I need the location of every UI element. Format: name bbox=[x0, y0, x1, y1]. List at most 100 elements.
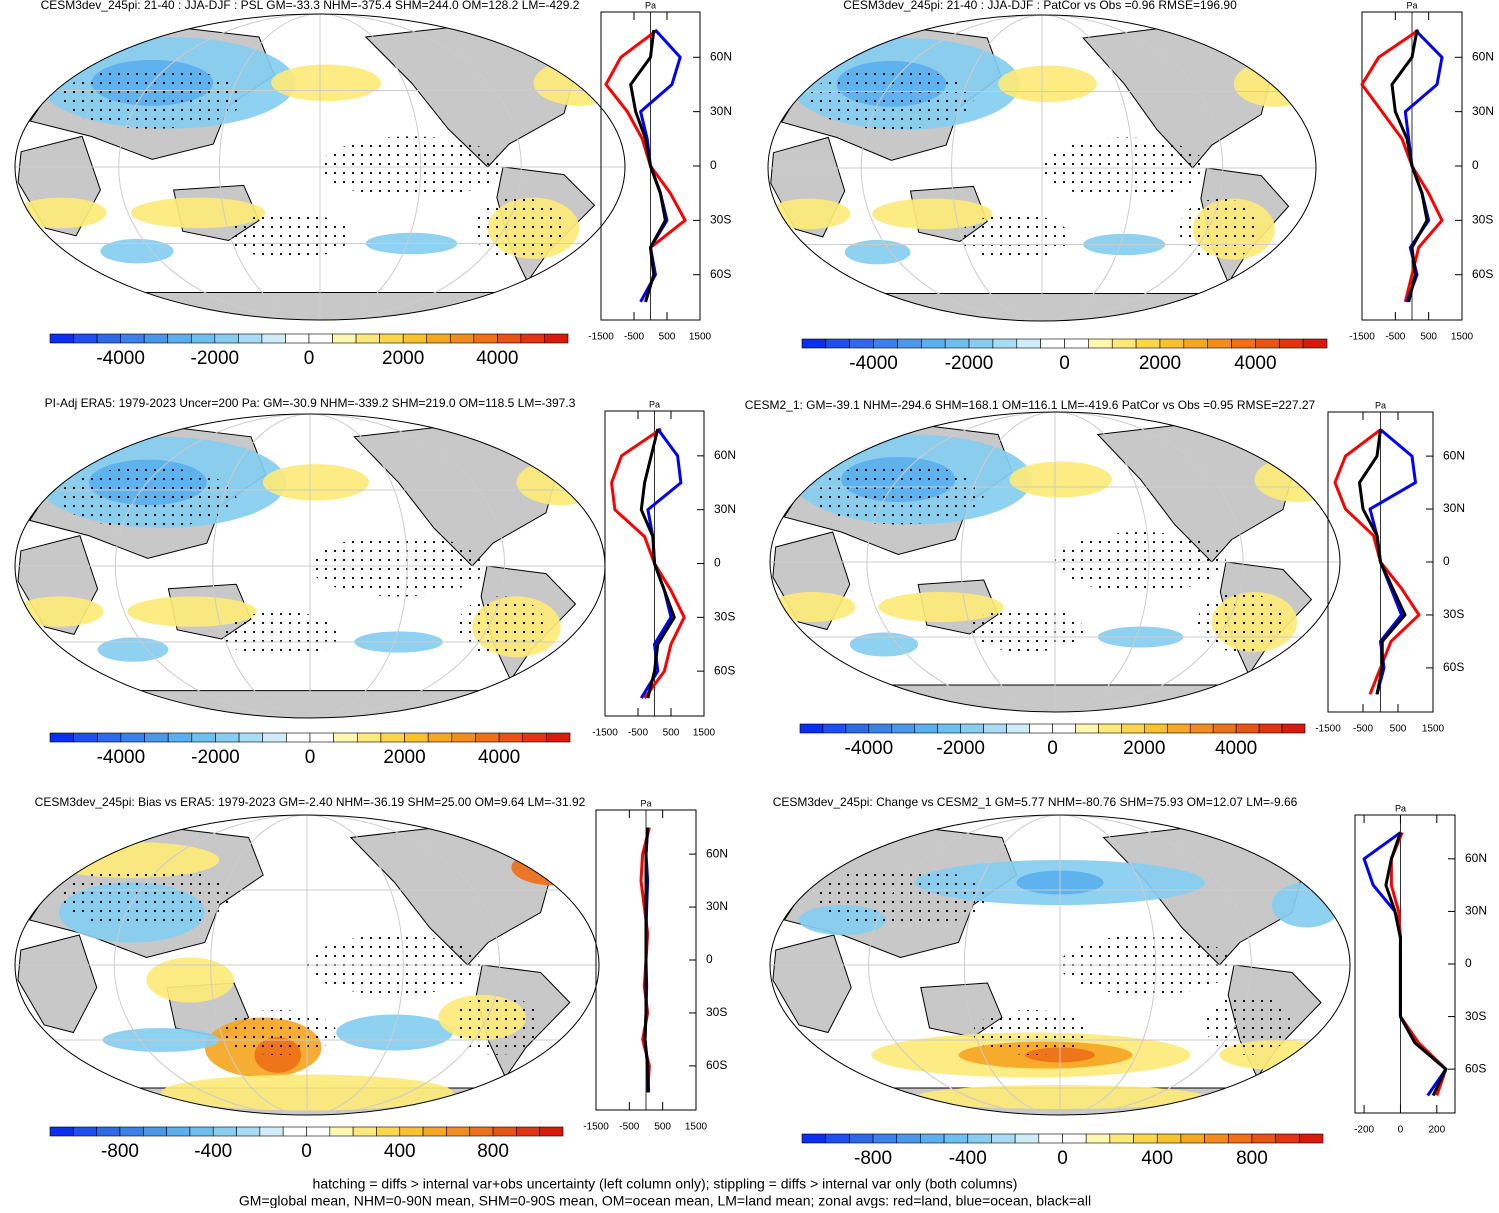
x-tick-label: -1500 bbox=[592, 728, 618, 739]
anomaly bbox=[511, 849, 599, 886]
colorbar-box bbox=[1166, 723, 1191, 734]
colorbar-box bbox=[544, 333, 569, 344]
lat-tick-label: 30S bbox=[1443, 607, 1464, 621]
colorbar-box bbox=[427, 732, 453, 743]
colorbar-tick-label: -4000 bbox=[849, 353, 898, 374]
panel-title: PI-Adj ERA5: 1979-2023 Uncer=200 Pa: GM=… bbox=[45, 396, 576, 410]
colorbar-box bbox=[1299, 1133, 1324, 1144]
colorbar-tick-label: -4000 bbox=[845, 738, 894, 759]
lat-tick-label: 60N bbox=[706, 846, 728, 860]
colorbar-box bbox=[1029, 723, 1053, 734]
colorbar-box bbox=[801, 1133, 826, 1144]
colorbar-box bbox=[1016, 338, 1041, 349]
unit-label: Pa bbox=[1375, 400, 1386, 410]
unit-label: Pa bbox=[1395, 803, 1406, 813]
x-tick-label: 500 bbox=[663, 728, 680, 739]
zonal-mean-line bbox=[1368, 428, 1417, 695]
colorbar-box bbox=[937, 723, 961, 734]
map-outline bbox=[14, 13, 626, 321]
anomaly bbox=[1271, 882, 1342, 928]
anomaly bbox=[130, 197, 266, 229]
map bbox=[768, 15, 1316, 321]
graticule bbox=[118, 14, 522, 320]
colorbar-box bbox=[872, 1133, 898, 1144]
colorbar-box bbox=[167, 333, 192, 344]
colorbar-box bbox=[1235, 723, 1260, 734]
colorbar-box bbox=[1121, 723, 1145, 734]
colorbar-box bbox=[191, 732, 216, 743]
colorbar-box bbox=[1159, 338, 1185, 349]
colorbar-box bbox=[379, 333, 404, 344]
lat-tick-label: 30S bbox=[714, 609, 735, 623]
colorbar-box bbox=[921, 338, 946, 349]
stippling bbox=[959, 213, 1070, 260]
anomaly bbox=[100, 238, 174, 264]
anomaly bbox=[849, 632, 919, 657]
anomaly bbox=[15, 596, 104, 627]
lat-tick-label: 0 bbox=[1443, 554, 1450, 568]
colorbar-box bbox=[308, 333, 333, 344]
colorbar-tick-label: -2000 bbox=[191, 348, 240, 369]
colorbar-box bbox=[144, 732, 169, 743]
colorbar-tick-label: 800 bbox=[1236, 1148, 1268, 1169]
colorbar-tick-label: -2000 bbox=[945, 353, 994, 374]
stippling bbox=[60, 67, 244, 129]
colorbar-box bbox=[849, 338, 874, 349]
colorbar-box bbox=[891, 723, 916, 734]
x-tick-label: -1500 bbox=[1349, 332, 1375, 343]
colorbar-box bbox=[1278, 338, 1304, 349]
stippling bbox=[813, 867, 988, 928]
stippling bbox=[219, 1010, 337, 1055]
stippling bbox=[58, 867, 235, 928]
lat-tick-label: 30N bbox=[1443, 501, 1465, 515]
colorbar-box bbox=[355, 333, 380, 344]
zonal-mean-line bbox=[629, 29, 667, 303]
colorbar-box bbox=[801, 338, 827, 349]
colorbar-box bbox=[960, 723, 984, 734]
colorbar-box bbox=[73, 732, 98, 743]
stippling bbox=[472, 197, 564, 259]
colorbar-box bbox=[451, 732, 476, 743]
panel-title: CESM3dev_245pi: 21-40 : JJA-DJF : PatCor… bbox=[843, 0, 1237, 12]
lat-tick-label: 0 bbox=[714, 556, 721, 570]
colorbar-box bbox=[1227, 1133, 1253, 1144]
colorbar-box bbox=[1006, 723, 1030, 734]
colorbar-box bbox=[376, 1126, 401, 1137]
colorbar-box bbox=[896, 1133, 921, 1144]
x-tick-label: -500 bbox=[1353, 724, 1373, 735]
anomaly bbox=[770, 592, 856, 622]
colorbar-box bbox=[166, 1126, 191, 1137]
colorbar-box bbox=[520, 333, 545, 344]
colorbar-tick-label: -2000 bbox=[936, 738, 985, 759]
lat-tick-label: 60N bbox=[710, 49, 732, 63]
anomaly bbox=[768, 198, 851, 230]
zonal-mean-line bbox=[1390, 29, 1429, 303]
lat-tick-label: 60S bbox=[710, 267, 731, 281]
colorbar-box bbox=[983, 723, 1007, 734]
colorbar-box bbox=[333, 732, 358, 743]
stippling bbox=[1205, 995, 1292, 1055]
colorbar-tick-label: -4000 bbox=[96, 348, 145, 369]
anomaly bbox=[844, 239, 911, 265]
colorbar-tick-label: 0 bbox=[305, 747, 316, 768]
x-tick-label: -1500 bbox=[583, 1122, 609, 1133]
zonal-mean-line bbox=[643, 827, 650, 1093]
colorbar-tick-label: 0 bbox=[1057, 1148, 1068, 1169]
stippling bbox=[973, 1010, 1089, 1055]
colorbar-box bbox=[873, 338, 898, 349]
colorbar-box bbox=[469, 1126, 494, 1137]
x-tick-label: -500 bbox=[628, 728, 648, 739]
unit-label: Pa bbox=[640, 798, 651, 808]
x-tick-label: -500 bbox=[619, 1122, 639, 1133]
zonal-mean-line bbox=[1384, 832, 1448, 1097]
colorbar-tick-label: 2000 bbox=[382, 348, 424, 369]
x-tick-label: 500 bbox=[659, 332, 676, 343]
colorbar-box bbox=[497, 333, 522, 344]
colorbar-tick-label: 800 bbox=[477, 1141, 509, 1162]
colorbar-box bbox=[399, 1126, 424, 1137]
colorbar-box bbox=[1062, 1133, 1087, 1144]
x-tick-label: 0 bbox=[1398, 1125, 1404, 1136]
colorbar-tick-label: -800 bbox=[854, 1148, 892, 1169]
stippling bbox=[59, 467, 237, 528]
